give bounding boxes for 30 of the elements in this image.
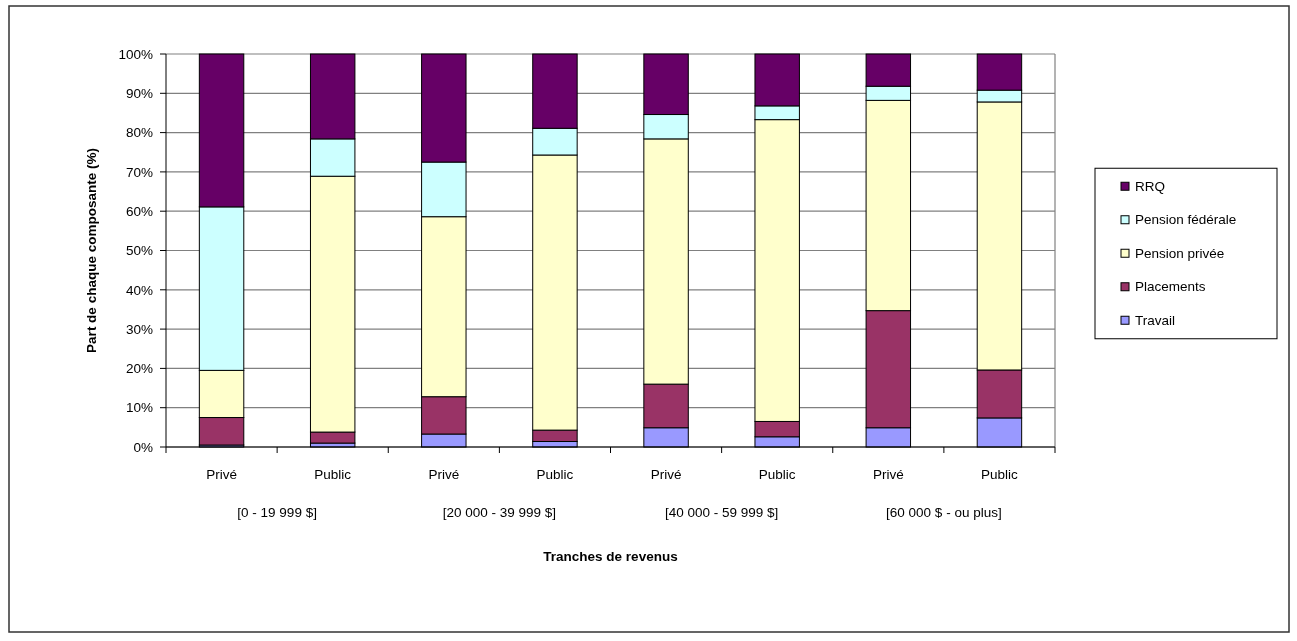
legend-label: RRQ [1135,178,1165,194]
legend-label: Travail [1135,312,1176,328]
y-tick-label: 100% [118,46,153,62]
x-axis-title: Tranches de revenus [543,549,678,564]
y-tick-label: 90% [125,86,153,102]
x-tick-label: Public [758,467,796,482]
y-tick-label: 40% [125,282,153,298]
text: [0 - 19 999 $] [237,505,317,520]
text: [20 000 - 39 999 $] [442,505,557,520]
legend-label: Placements [1135,279,1206,295]
y-tick-label: 10% [125,400,153,416]
y-tick-label: 50% [125,243,153,259]
y-tick-label: 20% [125,361,153,377]
x-tick-label: Privé [206,467,237,482]
y-axis-title: Part de chaque composante (%) [84,148,99,353]
x-tick-label: Privé [872,467,904,482]
text: [60 000 $ - ou plus] [886,505,1002,520]
x-tick-label: Public [314,467,352,482]
x-tick-label: Privé [428,467,460,482]
x-tick-label: Public [536,467,574,482]
legend-label: Pension fédérale [1135,212,1237,228]
y-tick-label: 30% [125,321,153,337]
x-tick-label: Public [981,467,1019,482]
x-tick-label: Privé [650,467,682,482]
y-tick-label: 0% [133,439,153,455]
text: [40 000 - 59 999 $] [664,505,779,520]
y-tick-label: 70% [125,164,153,180]
y-tick-label: 60% [125,203,153,219]
y-tick-label: 80% [125,125,153,141]
legend-label: Pension privée [1135,245,1225,261]
